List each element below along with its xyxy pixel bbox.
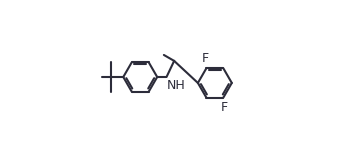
Text: NH: NH — [167, 79, 186, 92]
Text: F: F — [220, 101, 228, 114]
Text: F: F — [202, 52, 209, 65]
